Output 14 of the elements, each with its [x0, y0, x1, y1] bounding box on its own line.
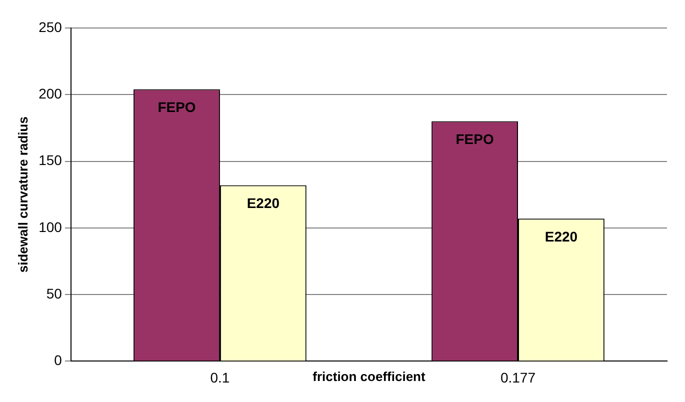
series-label: FEPO: [158, 99, 196, 116]
y-tick-label: 50: [46, 285, 62, 302]
text: E220: [544, 228, 578, 244]
x-tick-label: 0.1: [210, 369, 230, 386]
text: FEPO: [456, 131, 494, 148]
series-label: E220: [246, 195, 280, 212]
y-axis-title: sidewall curvature radius: [15, 116, 30, 273]
y-tick-label: 250: [38, 18, 62, 35]
y-tick-label: 100: [38, 218, 62, 235]
y-tick-label: 150: [38, 152, 62, 168]
y-tick-label: 0: [54, 352, 62, 368]
x-tick-label: 0.177: [500, 369, 536, 386]
y-tick-label: 200: [38, 86, 62, 102]
x-axis-title: friction coefficient: [312, 368, 426, 384]
